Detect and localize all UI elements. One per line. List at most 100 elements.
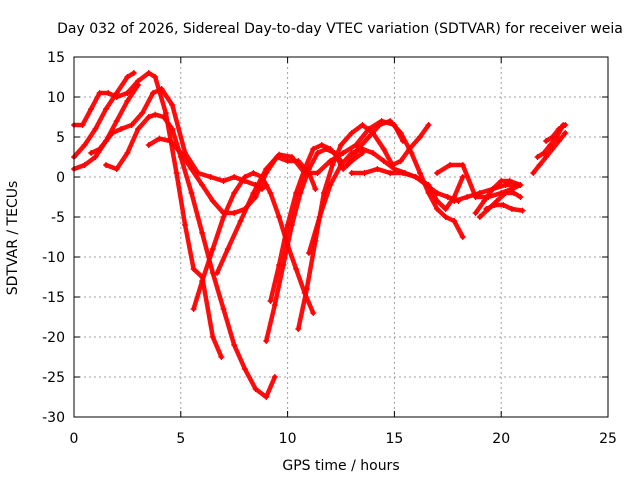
data-point xyxy=(295,326,302,332)
data-point xyxy=(220,214,227,220)
y-axis-label: SDTVAR / TECUs xyxy=(5,181,21,296)
data-point xyxy=(399,170,406,176)
data-point xyxy=(397,158,404,164)
data-point xyxy=(425,182,432,188)
data-point xyxy=(312,186,319,192)
data-point xyxy=(158,86,165,92)
data-point xyxy=(555,138,562,144)
data-point xyxy=(135,78,142,84)
data-point xyxy=(209,198,216,204)
y-tick-label: -10 xyxy=(42,250,65,266)
data-point xyxy=(288,154,295,160)
data-point xyxy=(190,266,197,272)
data-point xyxy=(511,190,518,196)
data-point xyxy=(293,190,300,196)
data-point xyxy=(434,198,441,204)
data-point xyxy=(370,150,377,156)
data-point xyxy=(425,122,432,128)
data-point xyxy=(162,110,169,116)
series-line xyxy=(103,112,278,400)
data-point xyxy=(207,174,214,180)
data-point xyxy=(231,210,238,216)
series-arc-10 xyxy=(267,142,344,304)
series-line xyxy=(473,178,523,216)
axes xyxy=(73,56,609,418)
data-point xyxy=(352,142,359,148)
data-point xyxy=(417,170,424,176)
data-point xyxy=(387,170,394,176)
data-point xyxy=(113,118,120,124)
data-point xyxy=(276,214,283,220)
data-point xyxy=(442,214,449,220)
series-line xyxy=(530,130,568,176)
x-tick-label: 5 xyxy=(176,431,185,447)
data-point xyxy=(250,170,257,176)
data-point xyxy=(310,310,317,316)
series-line xyxy=(477,190,523,220)
data-point xyxy=(361,170,368,176)
data-point xyxy=(536,162,543,168)
data-point xyxy=(150,90,157,96)
y-tick-label: -15 xyxy=(42,290,65,306)
data-point xyxy=(314,150,321,156)
data-point xyxy=(199,230,206,236)
series-arc-14 xyxy=(348,166,466,212)
data-point xyxy=(96,146,103,152)
data-point xyxy=(355,146,362,152)
data-point xyxy=(301,166,308,172)
series-arc-13 xyxy=(344,118,466,240)
data-point xyxy=(517,182,524,188)
data-point xyxy=(241,174,248,180)
x-tick-label: 15 xyxy=(385,431,403,447)
data-point xyxy=(472,210,479,216)
data-point xyxy=(543,138,550,144)
data-point xyxy=(446,162,453,168)
data-point xyxy=(380,146,387,152)
series-line xyxy=(214,118,406,276)
data-point xyxy=(250,190,257,196)
data-point xyxy=(476,214,483,220)
data-point xyxy=(124,90,131,96)
data-point xyxy=(380,158,387,164)
data-point xyxy=(517,194,524,200)
data-point xyxy=(188,190,195,196)
x-tick-labels: 0 5 10 15 20 25 xyxy=(70,431,617,447)
y-tick-labels: 15 10 5 0 -5 -10 -15 -20 -25 -30 xyxy=(42,50,65,426)
data-point xyxy=(276,262,283,268)
data-point xyxy=(173,170,180,176)
data-point xyxy=(79,122,86,128)
data-point xyxy=(169,102,176,108)
data-point xyxy=(103,106,110,112)
data-point xyxy=(543,154,550,160)
data-point xyxy=(327,146,334,152)
data-point xyxy=(145,70,152,76)
data-point xyxy=(293,266,300,272)
data-point xyxy=(489,186,496,192)
data-point xyxy=(220,306,227,312)
data-point xyxy=(145,142,152,148)
series-arc-2 xyxy=(71,70,137,160)
data-point xyxy=(92,154,99,160)
data-point xyxy=(152,74,159,80)
data-point xyxy=(156,135,163,142)
data-point xyxy=(562,130,569,136)
data-point xyxy=(534,154,541,160)
data-point xyxy=(365,134,372,140)
data-point xyxy=(314,170,321,176)
data-point xyxy=(284,158,291,164)
x-tick-label: 0 xyxy=(70,431,79,447)
series-arc-7 xyxy=(190,170,317,316)
data-point xyxy=(231,190,238,196)
data-point xyxy=(397,130,404,136)
data-point xyxy=(103,138,110,144)
data-point xyxy=(318,142,325,148)
data-point xyxy=(182,222,189,228)
data-point xyxy=(231,174,238,180)
data-point xyxy=(177,150,184,156)
data-point xyxy=(160,114,167,120)
data-point xyxy=(500,202,507,208)
y-tick-label: 15 xyxy=(47,50,65,66)
x-tick-label: 20 xyxy=(492,431,510,447)
data-point xyxy=(549,134,556,140)
data-point xyxy=(117,126,124,132)
